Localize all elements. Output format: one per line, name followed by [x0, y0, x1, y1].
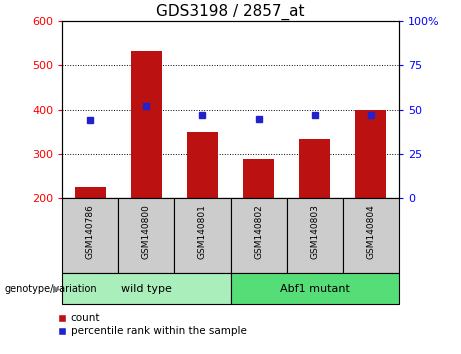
Bar: [75, 187, 106, 198]
Bar: [187, 132, 218, 198]
Text: GSM140801: GSM140801: [198, 204, 207, 259]
Text: wild type: wild type: [121, 284, 172, 293]
Bar: [343, 198, 399, 273]
Text: genotype/variation: genotype/variation: [5, 284, 97, 293]
Title: GDS3198 / 2857_at: GDS3198 / 2857_at: [156, 4, 305, 20]
Bar: [118, 198, 174, 273]
Text: ▶: ▶: [53, 284, 60, 293]
Text: GSM140800: GSM140800: [142, 204, 151, 259]
Text: GSM140786: GSM140786: [86, 204, 95, 259]
Text: GSM140803: GSM140803: [310, 204, 319, 259]
Bar: [131, 51, 162, 198]
Bar: [355, 110, 386, 198]
Bar: [287, 198, 343, 273]
Bar: [230, 198, 287, 273]
Bar: [299, 139, 330, 198]
Text: Abf1 mutant: Abf1 mutant: [280, 284, 349, 293]
Bar: [62, 273, 230, 304]
Legend: count, percentile rank within the sample: count, percentile rank within the sample: [58, 313, 247, 336]
Bar: [243, 159, 274, 198]
Bar: [230, 273, 399, 304]
Bar: [62, 198, 118, 273]
Text: GSM140804: GSM140804: [366, 204, 375, 259]
Bar: [174, 198, 230, 273]
Text: GSM140802: GSM140802: [254, 204, 263, 259]
